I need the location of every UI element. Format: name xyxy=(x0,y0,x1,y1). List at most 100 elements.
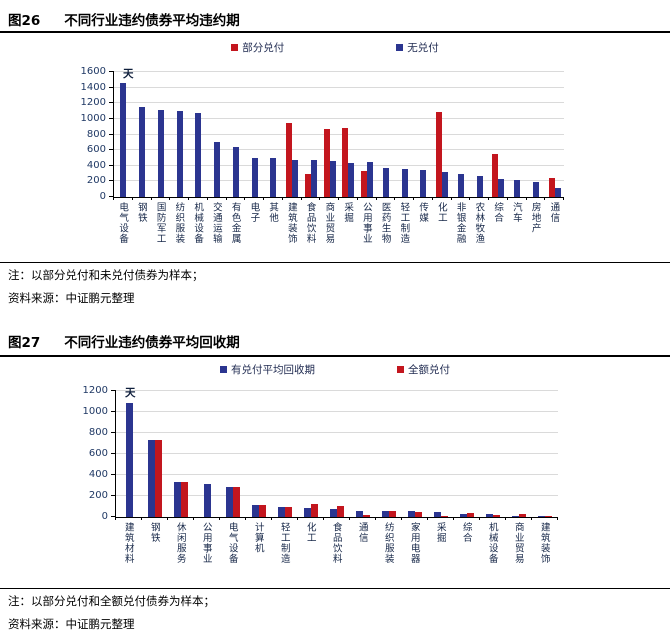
x-axis-category-text: 公用事业 xyxy=(200,522,212,564)
x-axis-category-label: 休闲服务 xyxy=(167,522,193,586)
chart-legend: 有兑付平均回收期 全额兑付 xyxy=(0,362,670,377)
x-axis-category-text: 钢铁 xyxy=(148,522,160,543)
figure-title-text: 不同行业违约债券平均回收期 xyxy=(64,335,240,351)
bar-全额兑付 xyxy=(155,440,162,517)
x-axis-category-label: 传媒 xyxy=(413,202,432,260)
divider xyxy=(0,588,670,589)
bar-部分兑付 xyxy=(323,129,330,197)
y-axis-tick-label: 200 xyxy=(86,175,106,187)
bar-全额兑付 xyxy=(545,516,552,517)
bar-无兑付 xyxy=(195,113,202,197)
x-axis-category-text: 其他 xyxy=(267,202,279,223)
x-axis-category-text: 综合 xyxy=(492,202,504,223)
x-axis-category-text: 计算机 xyxy=(252,522,264,554)
y-axis-tick-label: 600 xyxy=(88,448,108,459)
gridline xyxy=(114,180,564,182)
y-axis-tick-label: 1000 xyxy=(80,112,106,124)
y-axis-tick-label: 400 xyxy=(88,469,108,480)
bar-无兑付 xyxy=(532,182,539,197)
category-slot xyxy=(527,72,546,197)
x-axis-category-label: 综合 xyxy=(488,202,507,260)
x-tick xyxy=(206,197,208,200)
x-axis-category-text: 汽车 xyxy=(510,202,522,223)
y-axis-tick-label: 0 xyxy=(101,511,108,522)
gridline xyxy=(116,495,558,496)
x-axis-category-label: 食品饮料 xyxy=(301,202,320,260)
x-axis-category-text: 化工 xyxy=(435,202,447,223)
bar-有兑付平均回收期 xyxy=(460,514,467,517)
x-axis-category-text: 轻工制造 xyxy=(278,522,290,564)
x-tick xyxy=(244,197,246,200)
bar-部分兑付 xyxy=(492,154,499,197)
x-axis-category-text: 商业贸易 xyxy=(323,202,335,244)
y-axis-tick-mark xyxy=(111,516,116,517)
x-tick xyxy=(431,197,433,200)
category-slot xyxy=(506,391,532,517)
legend-label: 有兑付平均回收期 xyxy=(231,364,315,376)
x-axis-category-label: 机械设备 xyxy=(479,522,505,586)
x-tick xyxy=(167,517,168,520)
figure-title-text: 不同行业违约债券平均违约期 xyxy=(64,13,240,29)
gridline xyxy=(114,102,564,104)
x-tick xyxy=(375,197,377,200)
bar-部分兑付 xyxy=(286,122,293,197)
x-tick xyxy=(469,197,471,200)
x-axis-category-label: 交通运输 xyxy=(207,202,226,260)
x-axis-category-text: 建筑材料 xyxy=(122,522,134,564)
category-slot xyxy=(227,72,246,197)
x-axis-category-text: 通信 xyxy=(356,522,368,543)
gridline xyxy=(116,474,558,475)
x-axis-category-label: 公用事业 xyxy=(357,202,376,260)
x-axis-tick-marks xyxy=(113,197,564,200)
x-axis-category-label: 非银金融 xyxy=(451,202,470,260)
x-axis-category-text: 房地产 xyxy=(529,202,541,234)
category-slot xyxy=(454,391,480,517)
bar-无兑付 xyxy=(120,82,127,197)
bar-全额兑付 xyxy=(311,504,318,517)
x-axis-category-text: 电气设备 xyxy=(226,522,238,564)
x-axis-category-label: 食品饮料 xyxy=(323,522,349,586)
x-tick xyxy=(319,197,321,200)
x-axis-category-text: 机械设备 xyxy=(486,522,498,564)
y-axis-tick-mark xyxy=(111,495,116,496)
x-axis-category-label: 其他 xyxy=(263,202,282,260)
category-slot xyxy=(170,72,189,197)
x-axis-category-label: 电子 xyxy=(244,202,263,260)
bar-有兑付平均回收期 xyxy=(382,510,389,517)
x-axis-category-label: 有色金属 xyxy=(226,202,245,260)
legend-label: 部分兑付 xyxy=(242,42,285,54)
legend-item: 无兑付 xyxy=(396,40,439,55)
x-axis-category-label: 电气设备 xyxy=(219,522,245,586)
y-axis-tick-mark xyxy=(109,149,114,151)
bar-无兑付 xyxy=(310,159,317,197)
category-slot xyxy=(489,72,508,197)
bar-无兑付 xyxy=(514,179,521,197)
bar-部分兑付 xyxy=(361,171,368,197)
x-tick xyxy=(219,517,220,520)
bar-有兑付平均回收期 xyxy=(203,484,211,517)
bar-全额兑付 xyxy=(441,515,448,517)
bar-部分兑付 xyxy=(548,177,555,197)
y-axis-unit-label: 天 xyxy=(123,68,134,80)
x-axis-category-text: 休闲服务 xyxy=(174,522,186,564)
x-axis-category-label: 商业贸易 xyxy=(505,522,531,586)
category-slot xyxy=(116,391,142,517)
legend-swatch-icon xyxy=(231,44,239,51)
x-tick xyxy=(150,197,152,200)
bar-全额兑付 xyxy=(493,514,500,517)
x-axis-category-text: 建筑装饰 xyxy=(538,522,550,564)
x-tick xyxy=(563,197,564,200)
category-slot xyxy=(395,72,414,197)
x-axis-category-label: 电气设备 xyxy=(113,202,132,260)
bar-无兑付 xyxy=(139,107,146,197)
gridline xyxy=(114,133,564,135)
x-axis-category-label: 通信 xyxy=(544,202,563,260)
x-tick xyxy=(225,197,227,200)
bar-全额兑付 xyxy=(259,505,266,517)
chart-legend: 部分兑付 无兑付 xyxy=(0,40,670,55)
category-slot xyxy=(452,72,471,197)
gridline xyxy=(114,164,564,166)
x-axis-category-label: 化工 xyxy=(297,522,323,586)
figure-number: 图27 xyxy=(8,335,41,351)
bar-无兑付 xyxy=(329,161,336,197)
